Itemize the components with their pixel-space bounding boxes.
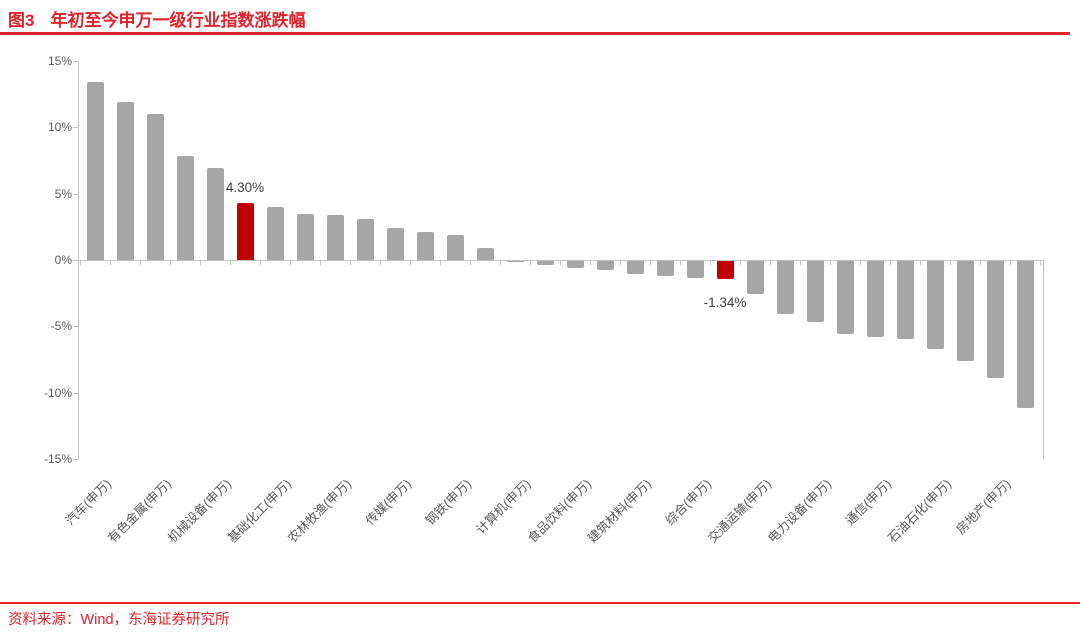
x-axis-tick-mark [950,261,951,265]
title-rule [0,32,1070,35]
y-axis-tick-mark [73,326,78,328]
bar-汽车(申万) [86,82,104,260]
bar [836,261,854,334]
y-axis-tick-label: 10% [47,120,72,135]
x-axis-tick-mark [170,261,171,265]
y-axis-tick-mark [73,459,78,461]
y-axis-tick-mark [73,193,78,195]
x-axis-tick-mark [140,261,141,265]
x-axis-tick-mark [200,261,201,265]
bar [536,261,554,265]
x-axis-tick-mark [530,261,531,265]
bar-value-annotation: -1.34% [703,294,747,310]
bar-综合(申万) [686,261,704,278]
y-axis-tick-mark [73,392,78,394]
bar [656,261,674,276]
x-axis-label: 通信(申万) [842,476,894,528]
x-axis-tick-mark [800,261,801,265]
x-axis-tick-mark [680,261,681,265]
bar [776,261,794,315]
y-axis-tick-label: 5% [54,186,72,201]
x-axis-tick-mark [590,261,591,265]
figure-header: 图3 年初至今申万一级行业指数涨跌幅 [8,6,305,31]
x-axis-tick-mark [260,261,261,265]
bar-传媒(申万) [386,228,404,260]
bar [296,213,314,260]
bar-农林牧渔(申万) [326,214,344,260]
bar-交通运输(申万) [746,261,764,294]
x-axis-tick-mark [440,261,441,265]
x-axis-tick-mark [1040,261,1041,265]
x-axis-tick-mark [920,261,921,265]
bar [596,261,614,270]
x-axis-label: 汽车(申万) [62,476,114,528]
x-axis-tick-mark [110,261,111,265]
x-axis-tick-mark [290,261,291,265]
bar [356,218,374,260]
figure-title: 年初至今申万一级行业指数涨跌幅 [50,11,306,30]
bar-电力设备(申万) [806,261,824,323]
x-axis-label: 钢铁(申万) [422,476,474,528]
x-axis-tick-mark [500,261,501,265]
x-axis-tick-mark [620,261,621,265]
x-axis-label: 综合(申万) [662,476,714,528]
x-axis-tick-mark [650,261,651,265]
bar-value-annotation: 4.30% [225,179,265,195]
x-axis-tick-mark [740,261,741,265]
bar [896,261,914,340]
source-rule [0,602,1080,604]
bar-有色金属(申万) [146,114,164,260]
bar [956,261,974,361]
x-axis-tick-mark [230,261,231,265]
bar [176,156,194,260]
bar [236,202,254,260]
x-axis-label: 食品饮料(申万) [524,476,594,546]
y-axis-tick-mark [73,260,78,261]
x-axis-tick-mark [980,261,981,265]
x-axis-tick-mark [470,261,471,265]
y-axis-tick-label: 0% [54,253,72,267]
x-axis-tick-mark [350,261,351,265]
x-axis-tick-mark [380,261,381,265]
bar [476,248,494,260]
x-axis-tick-mark [560,261,561,265]
x-axis-label: 房地产(申万) [953,476,1014,537]
x-axis-zero-line [78,260,1043,261]
x-axis-tick-mark [770,261,771,265]
bar [1016,261,1034,409]
x-axis-tick-mark [320,261,321,265]
y-axis-tick-mark [73,127,78,129]
bar [116,102,134,260]
y-axis-tick-mark [73,60,78,62]
bar-通信(申万) [866,261,884,337]
x-axis-tick-mark [860,261,861,265]
source-note: 资料来源：Wind，东海证券研究所 [8,612,230,628]
plot-right-border [1043,260,1044,459]
y-axis-tick-label: -10% [43,385,72,400]
bar-钢铁(申万) [446,234,464,260]
x-axis-tick-mark [710,261,711,265]
bar-机械设备(申万) [206,168,224,260]
figure-number: 图3 [8,11,35,30]
x-axis-label: 计算机(申万) [473,476,534,537]
bar-石油石化(申万) [926,261,944,349]
bar-建筑材料(申万) [626,261,644,274]
x-axis-tick-mark [410,261,411,265]
bar-基础化工(申万) [266,206,284,260]
x-axis-tick-mark [890,261,891,265]
bar-食品饮料(申万) [566,261,584,269]
bar [416,232,434,260]
bar [716,261,734,279]
y-axis-tick-label: 15% [47,53,72,68]
y-axis-tick-label: -5% [50,319,72,334]
x-axis-tick-mark [830,261,831,265]
x-axis-tick-mark [1010,261,1011,265]
x-axis-label: 传媒(申万) [362,476,414,528]
bar-房地产(申万) [986,261,1004,378]
y-axis-tick-label: -15% [43,452,72,467]
x-axis-tick-mark [80,261,81,265]
bar-计算机(申万) [506,261,524,263]
